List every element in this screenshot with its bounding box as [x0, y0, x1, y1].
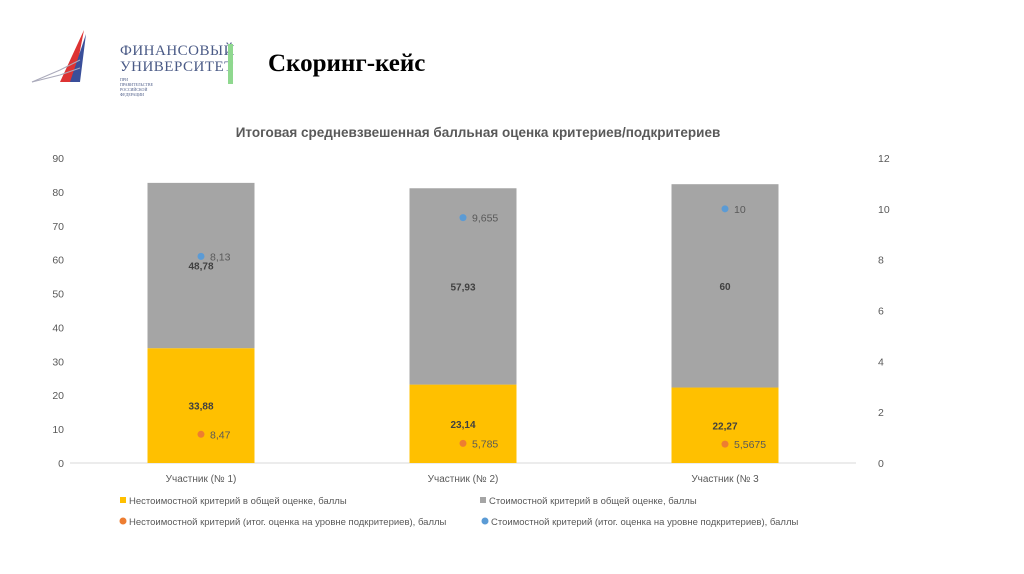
bar-segment [671, 184, 779, 388]
y-right-tick: 10 [878, 204, 890, 216]
bar-segment [671, 387, 779, 463]
page-title: Скоринг-кейс [268, 50, 426, 77]
logo-line1: ФИНАНСОВЫЙ [120, 43, 235, 59]
legend-label: Нестоимостной критерий (итог. оценка на … [129, 517, 447, 528]
y-right-tick: 6 [878, 306, 884, 318]
x-tick-label: Участник (№ 2) [428, 474, 499, 485]
legend-swatch [480, 497, 486, 503]
legend-marker [119, 517, 127, 525]
data-point [459, 214, 467, 222]
y-left-tick: 50 [52, 289, 64, 301]
point-data-label: 9,655 [472, 213, 498, 225]
data-point [197, 252, 205, 260]
logo-emblem-icon [31, 30, 86, 83]
bar-segment [147, 182, 255, 349]
bar-segment [409, 384, 517, 463]
point-data-label: 5,5675 [734, 439, 766, 451]
bar-data-label: 48,78 [188, 262, 213, 273]
bar-data-label: 33,88 [188, 402, 213, 413]
point-data-label: 5,785 [472, 438, 498, 450]
y-right-tick: 12 [878, 153, 890, 165]
data-point [197, 430, 205, 438]
y-left-tick: 40 [52, 322, 64, 334]
header-divider [228, 44, 233, 84]
logo-line2: УНИВЕРСИТЕТ [120, 59, 234, 75]
y-left-tick: 60 [52, 255, 64, 267]
point-data-label: 8,13 [210, 251, 231, 263]
y-left-tick: 10 [52, 424, 64, 436]
legend-swatch [120, 497, 126, 503]
point-data-label: 8,47 [210, 429, 231, 441]
y-left-tick: 20 [52, 390, 64, 402]
data-point [459, 439, 467, 447]
data-point [721, 440, 729, 448]
legend-label: Стоимостной критерий в общей оценке, бал… [489, 496, 697, 507]
university-logo: ФИНАНСОВЫЙ УНИВЕРСИТЕТ ПРИ ПРАВИТЕЛЬСТВЕ… [30, 30, 234, 97]
bar-data-label: 60 [719, 282, 731, 293]
x-tick-label: Участник (№ 3 [691, 474, 759, 485]
bar-segment [147, 348, 255, 463]
bar-data-label: 23,14 [450, 420, 475, 431]
y-left-tick: 90 [52, 153, 64, 165]
point-data-label: 10 [734, 204, 746, 216]
y-right-tick: 2 [878, 407, 884, 419]
legend-label: Стоимостной критерий (итог. оценка на ур… [491, 517, 799, 528]
y-left-tick: 30 [52, 356, 64, 368]
chart-title: Итоговая средневзвешенная балльная оценк… [236, 125, 721, 140]
bar-data-label: 57,93 [450, 282, 475, 293]
y-left-tick: 70 [52, 221, 64, 233]
y-right-tick: 0 [878, 458, 884, 470]
y-right-tick: 4 [878, 356, 884, 368]
data-point [721, 205, 729, 213]
logo-line3: ПРИ ПРАВИТЕЛЬСТВЕ РОССИЙСКОЙ ФЕДЕРАЦИИ [120, 77, 154, 97]
y-left-tick: 0 [58, 458, 64, 470]
bar-data-label: 22,27 [712, 421, 737, 432]
y-left-tick: 80 [52, 187, 64, 199]
y-right-tick: 8 [878, 255, 884, 267]
x-tick-label: Участник (№ 1) [166, 474, 237, 485]
legend-marker [481, 517, 489, 525]
legend-label: Нестоимостной критерий в общей оценке, б… [129, 496, 347, 507]
